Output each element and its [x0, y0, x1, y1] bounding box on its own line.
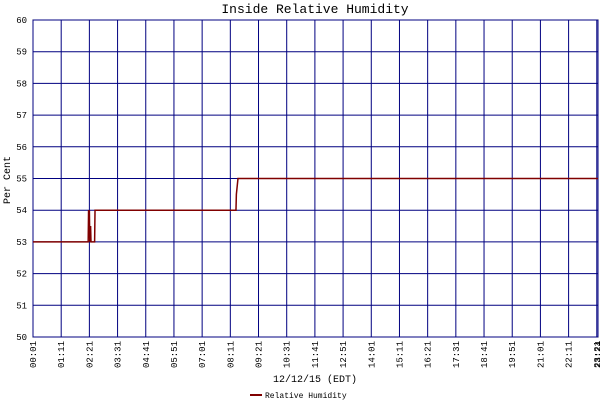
x-tick-label: 05:51: [170, 341, 180, 368]
x-tick-label: 23:21: [593, 341, 600, 368]
y-tick-label: 52: [16, 270, 27, 280]
y-tick-label: 50: [16, 333, 27, 343]
x-tick-label: 23:24: [594, 341, 600, 368]
x-tick-label: 03:31: [114, 341, 124, 368]
x-axis-label: 12/12/15 (EDT): [273, 374, 357, 386]
y-axis-label: Per Cent: [3, 156, 14, 204]
chart-title: Inside Relative Humidity: [221, 2, 408, 17]
legend-label: Relative Humidity: [265, 392, 347, 400]
y-tick-label: 53: [16, 238, 27, 248]
x-tick-label: 22:11: [565, 341, 575, 368]
x-tick-label: 18:41: [480, 341, 490, 368]
y-tick-label: 55: [16, 175, 27, 185]
x-tick-label: 09:21: [255, 341, 265, 368]
x-tick-label: 16:21: [424, 341, 434, 368]
x-tick-label: 04:41: [142, 341, 152, 368]
x-tick-label: 12:51: [339, 341, 349, 368]
y-tick-label: 60: [16, 16, 27, 26]
x-tick-label: 15:11: [395, 341, 405, 368]
x-tick-label: 07:01: [198, 341, 208, 368]
y-tick-label: 57: [16, 111, 27, 121]
x-tick-label: 11:41: [311, 341, 321, 368]
y-tick-label: 59: [16, 48, 27, 58]
y-tick-label: 58: [16, 79, 27, 89]
x-tick-label: 01:11: [57, 341, 67, 368]
x-tick-label: 17:31: [452, 341, 462, 368]
x-tick-label: 19:51: [508, 341, 518, 368]
x-tick-label: 00:01: [29, 341, 39, 368]
y-tick-label: 51: [16, 301, 27, 311]
x-tick-label: 21:01: [536, 341, 546, 368]
x-tick-label: 02:21: [85, 341, 95, 368]
x-tick-label: 14:01: [367, 341, 377, 368]
x-tick-label: 08:11: [226, 341, 236, 368]
y-tick-label: 54: [16, 206, 27, 216]
y-tick-label: 56: [16, 143, 27, 153]
data-line: [33, 177, 598, 243]
x-tick-label: 10:31: [283, 341, 293, 368]
